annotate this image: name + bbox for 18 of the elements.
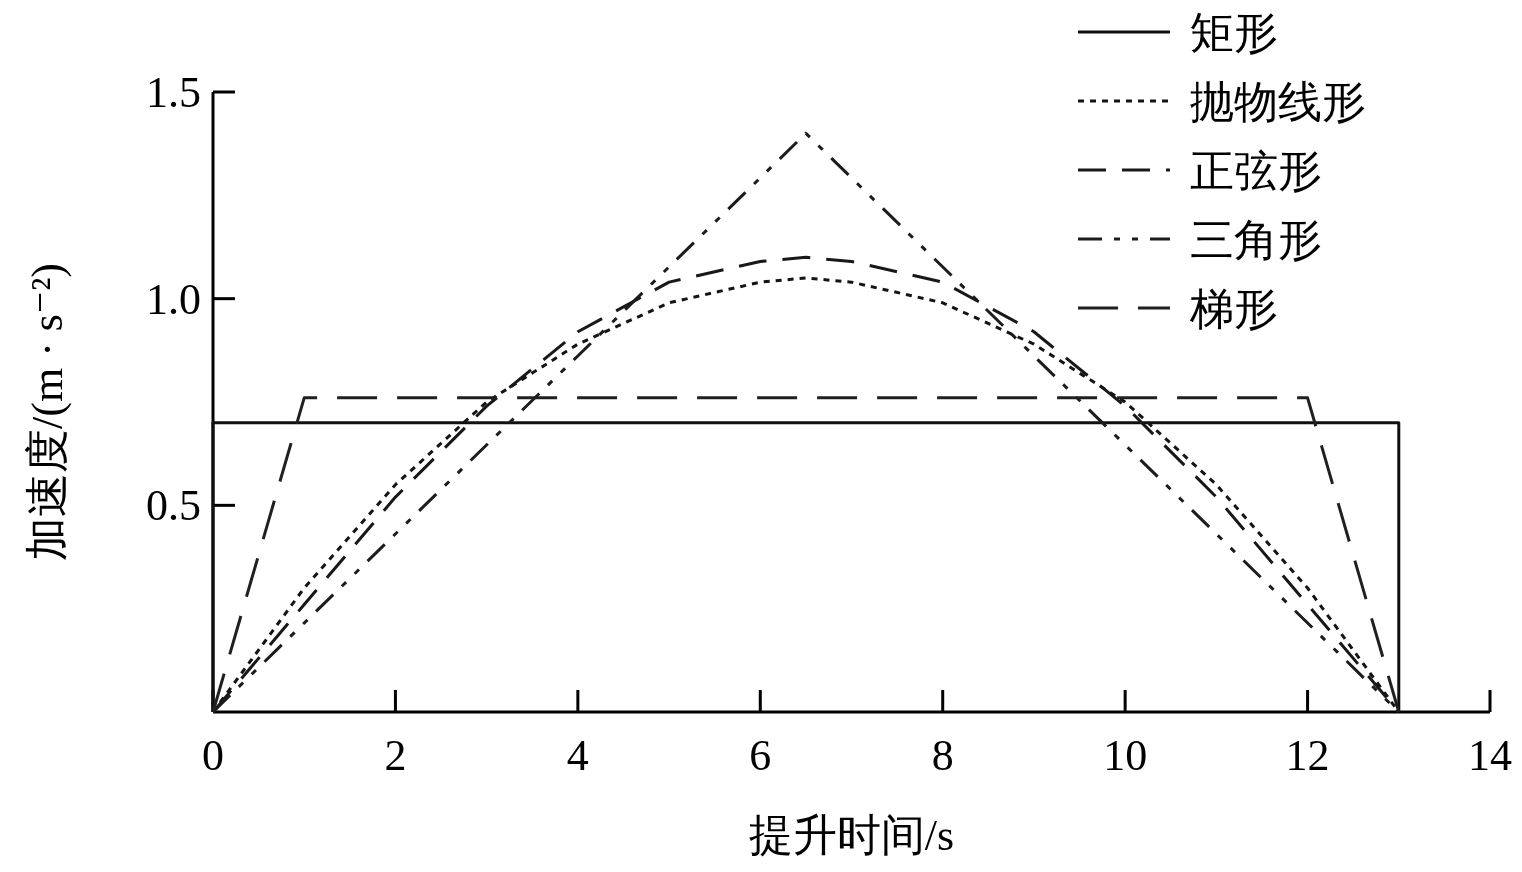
y-tick-label: 1.5 — [146, 68, 201, 117]
x-axis-title: 提升时间/s — [748, 811, 955, 860]
x-tick-label: 6 — [749, 731, 772, 780]
legend-label: 三角形 — [1190, 216, 1322, 265]
x-tick-label: 2 — [384, 731, 407, 780]
x-tick-label: 14 — [1468, 731, 1512, 780]
x-tick-label: 10 — [1103, 731, 1148, 780]
x-tick-label: 12 — [1285, 731, 1330, 780]
y-axis-title: 加速度/(m · s⁻²) — [23, 263, 72, 561]
legend-label: 抛物线形 — [1190, 78, 1366, 127]
y-tick-label: 0.5 — [146, 481, 201, 531]
legend-label: 矩形 — [1190, 9, 1278, 58]
legend-label: 梯形 — [1189, 285, 1278, 334]
legend-label: 正弦形 — [1190, 147, 1322, 196]
x-tick-label: 0 — [202, 731, 224, 780]
x-tick-label: 4 — [566, 731, 589, 780]
x-tick-label: 8 — [931, 731, 954, 780]
y-tick-label: 1.0 — [146, 274, 201, 324]
